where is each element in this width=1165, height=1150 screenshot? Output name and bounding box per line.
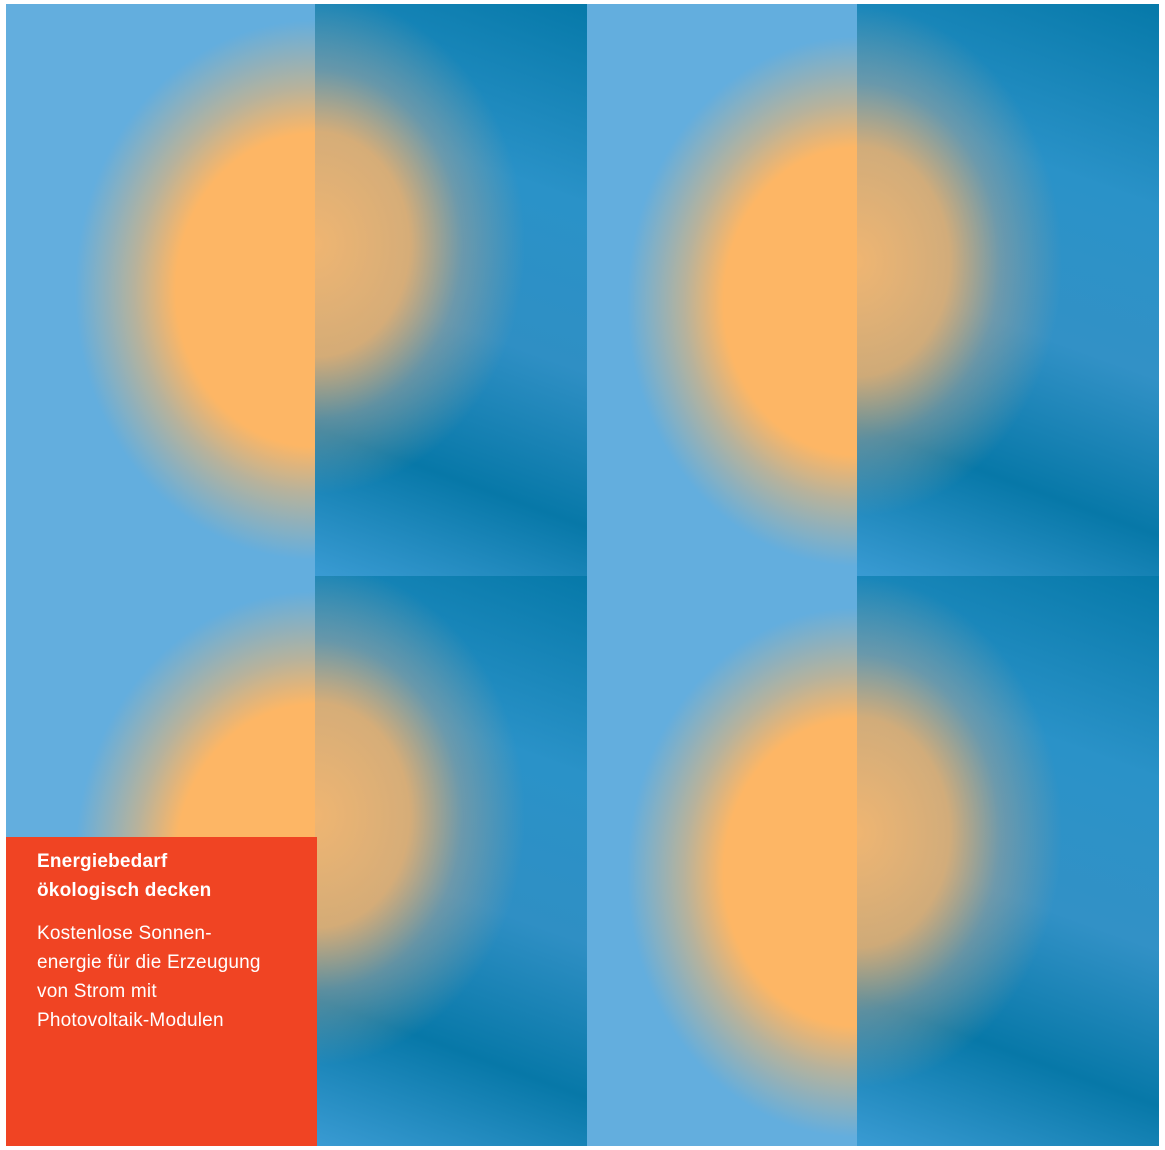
sun-tile-bottom-left-right-half: [315, 576, 587, 1146]
poster: Energiebedarf ökologisch decken Kostenlo…: [6, 4, 1159, 1146]
sun-tile-top-right-right-half: [857, 4, 1159, 576]
sun-tile-bottom-right-left-half: [587, 576, 857, 1146]
sun-tile-top-right-left-half: [587, 4, 857, 576]
sun-tile-top-left-right-half: [315, 4, 587, 576]
info-title: Energiebedarf ökologisch decken: [37, 851, 212, 901]
sun-tile-top-left-left-half: [6, 4, 315, 576]
info-body: Kostenlose Sonnen- energie für die Erzeu…: [37, 923, 261, 1031]
info-box: Energiebedarf ökologisch decken Kostenlo…: [6, 837, 317, 1146]
sun-tile-bottom-right-right-half: [857, 576, 1159, 1146]
